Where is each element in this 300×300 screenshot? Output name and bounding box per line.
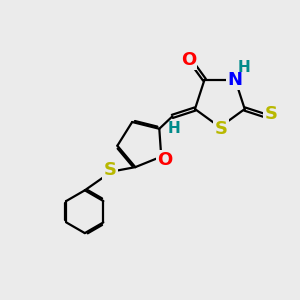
Text: O: O: [157, 151, 172, 169]
Text: H: H: [237, 60, 250, 75]
Text: N: N: [228, 71, 243, 89]
Text: S: S: [265, 105, 278, 123]
Text: H: H: [167, 122, 180, 136]
Text: S: S: [103, 161, 117, 179]
Text: S: S: [215, 120, 228, 138]
Text: O: O: [181, 50, 196, 68]
